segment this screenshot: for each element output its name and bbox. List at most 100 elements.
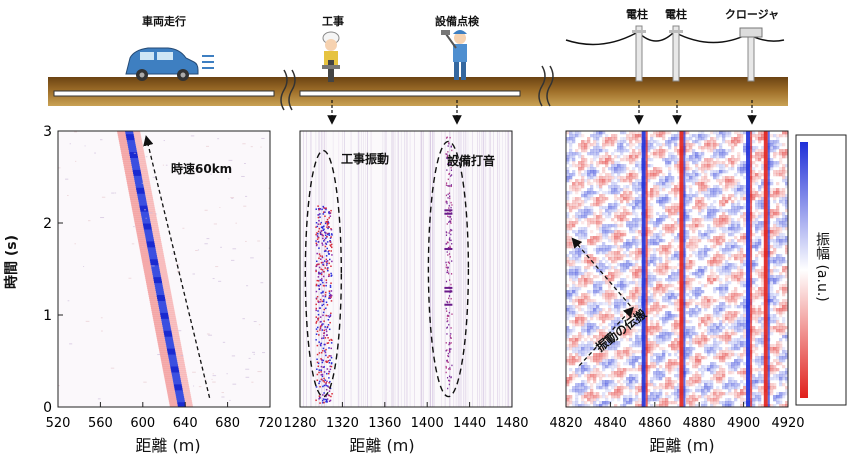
wave-cell	[665, 143, 669, 147]
track-halo	[181, 381, 189, 385]
noise-line	[394, 131, 396, 407]
wave-cell	[668, 338, 672, 342]
track-halo	[163, 370, 172, 373]
wave-cell	[758, 329, 762, 333]
wave-cell	[716, 308, 720, 312]
wave-cell	[623, 185, 627, 189]
wave-cell	[779, 347, 783, 351]
wave-cell	[605, 143, 609, 147]
wave-cell	[632, 176, 636, 180]
track-core	[173, 379, 182, 383]
vibration-dot	[328, 217, 330, 219]
track-halo	[163, 372, 172, 375]
wave-cell	[737, 257, 741, 261]
vibration-dot	[328, 347, 330, 349]
wave-cell	[569, 149, 573, 153]
wave-cell	[779, 284, 783, 288]
wave-cell	[620, 278, 624, 282]
wave-cell	[770, 344, 774, 348]
wave-cell	[626, 173, 630, 177]
wave-cell	[566, 239, 570, 243]
noise-speck	[212, 278, 215, 280]
wave-cell	[635, 341, 639, 345]
wave-cell	[719, 167, 723, 171]
wave-cell	[596, 227, 600, 231]
track-core	[153, 278, 162, 282]
wave-cell	[635, 188, 639, 192]
track-halo	[158, 264, 166, 268]
wave-cell	[620, 137, 624, 141]
hammer-dot	[447, 197, 449, 199]
wave-cell	[689, 197, 693, 201]
vibration-dot	[315, 284, 318, 287]
wave-cell	[773, 146, 777, 150]
wave-cell	[689, 158, 693, 162]
wave-cell	[569, 308, 573, 312]
hammer-dot	[445, 280, 448, 283]
wave-cell	[731, 218, 735, 222]
wave-cell	[623, 209, 627, 213]
vibration-dot	[318, 263, 320, 265]
wave-cell	[698, 221, 702, 225]
wave-cell	[710, 191, 714, 195]
wave-cell	[587, 209, 591, 213]
track-halo	[152, 312, 161, 315]
wave-cell	[776, 344, 780, 348]
wave-cell	[773, 251, 777, 255]
wave-cell	[602, 302, 606, 306]
wave-cell	[635, 218, 639, 222]
vibration-dot	[315, 386, 318, 388]
wave-cell	[770, 245, 774, 249]
wave-cell	[734, 254, 738, 258]
wave-cell	[701, 176, 705, 180]
wave-cell	[599, 176, 603, 180]
wave-cell	[578, 203, 582, 207]
wave-cell	[632, 293, 636, 297]
wave-cell	[596, 347, 600, 351]
track-halo	[141, 258, 150, 262]
wave-cell	[728, 305, 732, 309]
wave-cell	[581, 236, 585, 240]
wave-cell	[617, 239, 621, 243]
wave-cell	[740, 170, 744, 174]
vibration-dot	[328, 292, 331, 294]
wave-cell	[755, 152, 759, 156]
wave-cell	[614, 137, 618, 141]
wave-cell	[602, 257, 606, 261]
wave-cell	[758, 290, 762, 294]
wave-cell	[707, 248, 711, 252]
wave-cell	[584, 230, 588, 234]
wave-cell	[758, 269, 762, 273]
wave-cell	[659, 338, 663, 342]
wave-cell	[737, 182, 741, 186]
wave-cell	[614, 134, 618, 138]
wave-cell	[572, 338, 576, 342]
vibration-dot	[319, 301, 321, 303]
track-core	[159, 310, 168, 313]
wave-cell	[662, 233, 666, 237]
wave-cell	[584, 323, 588, 327]
track-halo	[171, 330, 179, 333]
wave-cell	[785, 170, 788, 174]
wave-cell	[656, 290, 660, 294]
track-halo	[165, 379, 174, 383]
wave-cell	[647, 278, 651, 282]
wave-cell	[593, 167, 597, 171]
wave-cell	[671, 275, 675, 279]
wave-cell	[569, 287, 573, 291]
wave-cell	[761, 332, 765, 336]
wave-cell	[686, 164, 690, 168]
wave-cell	[713, 236, 717, 240]
track-halo	[141, 175, 149, 178]
wave-cell	[716, 347, 720, 351]
vibration-dot	[324, 326, 326, 328]
wave-cell	[731, 179, 735, 183]
track-halo	[152, 316, 161, 319]
wave-cell	[692, 290, 696, 294]
hammer-dot	[445, 182, 448, 184]
wave-cell	[647, 143, 651, 147]
track-core	[169, 360, 178, 363]
wave-cell	[578, 173, 582, 177]
wave-cell	[785, 332, 788, 336]
wave-cell	[653, 242, 657, 246]
